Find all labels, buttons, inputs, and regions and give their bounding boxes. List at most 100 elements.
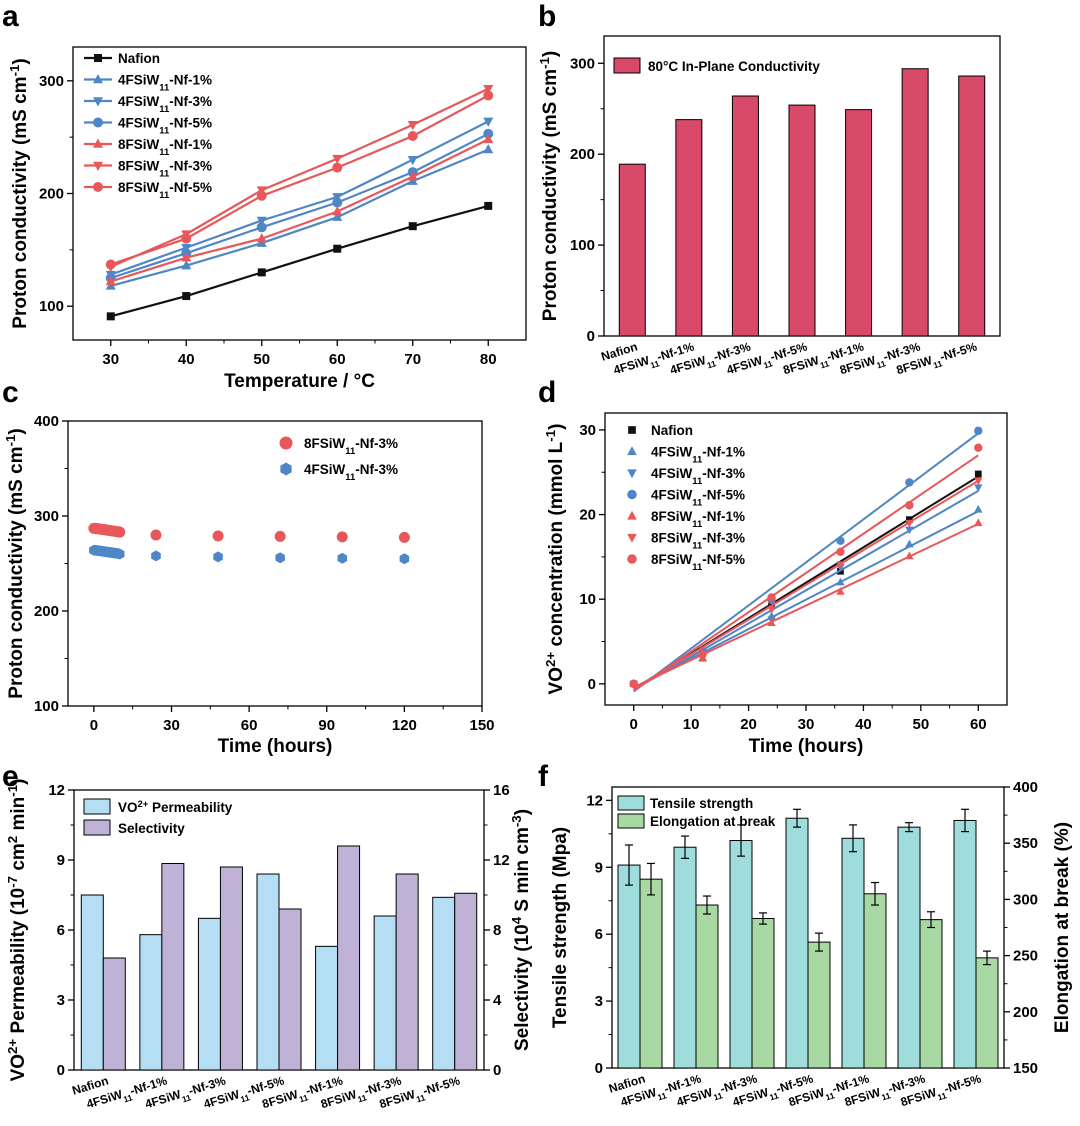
legend-label-nafion: Nafion [118,51,160,66]
panel-letter-d: d [538,376,556,409]
legend: Nafion 4FSiW11-Nf-1%4FSiW11-Nf-3%4FSiW11-… [627,423,745,573]
series-line [110,120,489,276]
y-tick-label: 10 [579,591,596,608]
data-point [332,197,343,208]
data-point [905,478,914,487]
legend-label-4fsiw11-nf-5: 4FSiW11-Nf-5% [118,116,212,137]
y-tick-label: 4 [493,992,502,1009]
data-point [407,155,418,166]
legend: Tensile strength Elongation at break [617,795,776,829]
plot-frame [67,420,483,707]
data-point [256,216,267,227]
bar-selectivity-4fsiw11-nf-5 [278,908,302,1071]
data-point [151,550,161,562]
bar-elongation-nafion [639,878,663,1069]
legend-label-selectivity: Selectivity [118,821,185,836]
data-point [974,477,983,486]
bar-selectivity-4fsiw11-nf-3 [219,866,243,1071]
x-tick-label: 50 [253,351,270,368]
y-tick-label: 0 [493,1062,501,1079]
legend-marker [93,74,103,84]
y-tick-label: 350 [1013,835,1038,852]
legend-marker [627,446,637,456]
bar-tensile-4fsiw11-nf-1 [673,846,697,1069]
data-point [332,211,343,221]
legend-label-8fsiw11-nf-1: 8FSiW11-Nf-1% [651,509,745,530]
y-tick-label: 12 [586,792,603,809]
data-point [407,171,418,181]
legend-label: 80°C In-Plane Conductivity [648,59,820,74]
data-point [629,679,638,689]
panel-a: a 100 200 300 30 40 50 60 70 80 Temperature / °C Pr… [2,0,527,392]
data-point [836,547,845,557]
data-point [332,206,343,216]
bar-tensile-4fsiw11-nf-5 [785,817,809,1069]
legend-marker [94,54,102,62]
panel-d: d 0 10 20 30 0 10 20 30 40 50 60 Time (hours) VO2+ co… [538,376,1008,757]
panel-b: b 0 100 200 300 Proton conductivity (mS cm-1)… [537,0,1001,377]
data-point [905,551,914,560]
series-4fsiw11-nf-5 [105,128,494,284]
bar-tensile-8fsiw11-nf-5 [953,819,977,1069]
y-tick-label: 30 [579,422,596,439]
data-point [767,618,776,627]
data-point [905,539,914,548]
data-point [256,190,267,201]
legend-label-8fsiw11-nf-5: 8FSiW11-Nf-5% [118,180,212,201]
legend-label-8fsiw11-nf-1: 8FSiW11-Nf-1% [118,137,212,158]
data-point [408,222,417,231]
series-8fsiw11-nf-1 [105,133,494,286]
y-axis-title: Proton conductivity (mS cm-1) [3,428,28,698]
data-point [905,519,914,528]
data-point [974,518,983,527]
legend-label-8fsiw11-nf-5: 8FSiW11-Nf-5% [651,552,745,573]
data-point [698,650,707,659]
data-point [106,312,115,321]
fit-line [633,490,979,691]
y-tick-label: 6 [57,922,65,939]
y-tick-label: 300 [39,73,64,90]
bar-nafion [618,163,646,337]
data-point [836,536,845,546]
y-tick-label: 20 [579,507,596,524]
data-point [257,268,266,277]
legend-label-permeability: VO2+ Permeability [118,799,233,816]
data-point [483,133,494,144]
y-tick-label: 200 [34,603,59,620]
data-point [974,470,982,478]
bar-tensile-nafion [617,864,641,1069]
y-tick-label: 6 [595,926,603,943]
y-axis-title-left: VO2+ Permeability (10-7 cm2 min-1) [5,779,30,1082]
legend-label-4fsiw11-nf-3: 4FSiW11-Nf-3% [118,94,212,115]
data-point [906,516,913,524]
legend-marker [93,138,103,148]
y-tick-label: 100 [39,298,64,315]
data-point [483,144,494,154]
fit-line [633,432,979,693]
data-point [114,548,125,560]
bar-permeability-nafion [80,894,104,1071]
legend-swatch [613,57,641,74]
bar-elongation-8fsiw11-nf-3 [919,919,943,1069]
bar-elongation-4fsiw11-nf-1 [695,904,719,1069]
legend-swatch [617,795,645,811]
y-tick-label: 400 [1013,779,1038,796]
x-tick-label: 60 [970,716,987,733]
bar-elongation-8fsiw11-nf-5 [975,957,999,1069]
y-tick-label: 0 [57,1062,65,1079]
bar-8fsiw11-nf-1 [845,109,873,337]
bar-permeability-4fsiw11-nf-5 [256,873,280,1071]
panel-letter-c: c [2,376,19,409]
legend-marker [93,117,103,128]
y-tick-label: 12 [48,782,65,799]
bar-4fsiw11-nf-5 [788,104,816,337]
legend: 8FSiW11-Nf-3% 4FSiW11-Nf-3% [279,436,398,483]
panel-f: f 0 3 6 9 12 150 200 250 300 350 400 Tensile strengt… [538,760,1073,1109]
legend-label-8fsiw11-nf-3: 8FSiW11-Nf-3% [118,159,212,180]
data-point [275,552,285,564]
data-point [274,530,286,542]
series-line [110,138,489,283]
legend: 80°C In-Plane Conductivity [613,57,820,74]
y-axis-title: Proton conductivity (mS cm-1) [7,58,32,328]
data-point [407,131,418,142]
